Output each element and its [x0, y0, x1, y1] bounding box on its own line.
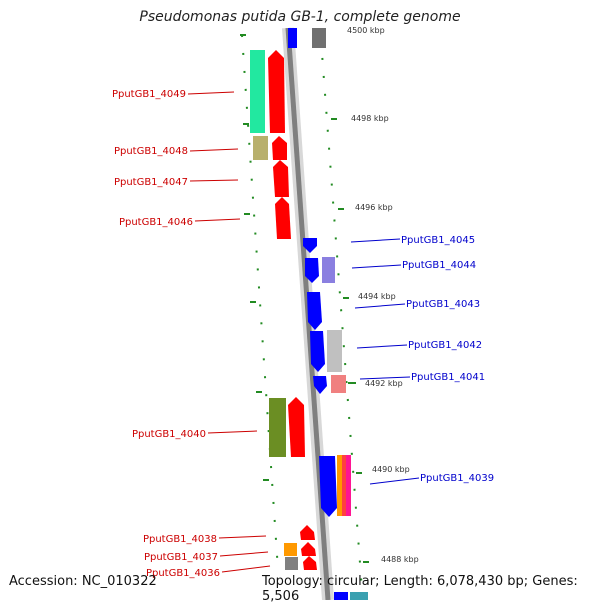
gene-arrow	[268, 50, 285, 133]
tick-label: 4500 kbp	[347, 26, 385, 35]
gene-block	[253, 136, 268, 160]
gene-arrow	[313, 376, 327, 394]
gene-arrow	[310, 331, 325, 372]
gene-label: PputGB1_4046	[119, 217, 193, 228]
forward-strand-genes	[268, 50, 317, 570]
gene-label: PputGB1_4045	[401, 235, 475, 246]
gene-block	[284, 543, 297, 556]
tick-label: 4496 kbp	[355, 203, 393, 212]
gene-label: PputGB1_4042	[408, 340, 482, 351]
gene-arrow	[305, 258, 319, 283]
gene-block	[327, 330, 342, 372]
gene-label: PputGB1_4036	[146, 568, 220, 579]
leader-lines-right	[350, 238, 420, 485]
gene-arrow	[273, 160, 289, 197]
leader-lines-left	[187, 91, 271, 573]
gene-arrow	[303, 238, 317, 253]
gene-labels-right: PputGB1_4045 PputGB1_4044 PputGB1_4043 P…	[401, 235, 494, 484]
gene-block	[250, 50, 265, 133]
gene-labels-left: PputGB1_4049 PputGB1_4048 PputGB1_4047 P…	[112, 89, 220, 579]
gene-arrow	[301, 542, 316, 556]
dotted-guide-right	[320, 39, 363, 591]
gene-arrow	[300, 525, 315, 540]
gene-block	[288, 28, 297, 48]
tick-label: 4498 kbp	[351, 114, 389, 123]
tick-label: 4488 kbp	[381, 555, 419, 564]
gene-arrow	[307, 292, 322, 330]
reverse-strand-genes	[303, 238, 337, 517]
gene-block	[269, 398, 286, 457]
gene-label: PputGB1_4040	[132, 429, 206, 440]
gene-block	[312, 28, 326, 48]
scale-tick-labels: 4500 kbp 4498 kbp 4496 kbp 4494 kbp 4492…	[347, 26, 419, 564]
gene-block	[331, 375, 346, 393]
gene-arrow	[288, 397, 305, 457]
gene-block	[337, 455, 342, 516]
gene-block	[334, 592, 348, 600]
tick-label: 4490 kbp	[372, 465, 410, 474]
gene-arrow	[272, 136, 287, 160]
tick-label: 4492 kbp	[365, 379, 403, 388]
gene-label: PputGB1_4044	[402, 260, 476, 271]
gene-arrow	[303, 556, 317, 570]
gene-block	[346, 455, 351, 516]
map-title: Pseudomonas putida GB-1, complete genome	[139, 9, 461, 25]
gene-block	[350, 592, 368, 600]
gene-label: PputGB1_4047	[114, 177, 188, 188]
gene-label: PputGB1_4038	[143, 534, 217, 545]
gene-label: PputGB1_4043	[406, 299, 480, 310]
gene-arrow	[275, 197, 291, 239]
tick-label: 4494 kbp	[358, 292, 396, 301]
gene-label: PputGB1_4037	[144, 552, 218, 563]
gene-block	[285, 557, 298, 570]
gene-arrow	[319, 456, 337, 517]
scale-ticks	[240, 34, 369, 563]
gene-label: PputGB1_4041	[411, 372, 485, 383]
gene-label: PputGB1_4039	[420, 473, 494, 484]
gene-label: PputGB1_4048	[114, 146, 188, 157]
gene-label: PputGB1_4049	[112, 89, 186, 100]
gene-block	[342, 455, 346, 516]
accession-text: Accession: NC_010322	[9, 574, 157, 589]
gene-block	[322, 257, 335, 283]
colored-gene-blocks	[250, 50, 368, 600]
